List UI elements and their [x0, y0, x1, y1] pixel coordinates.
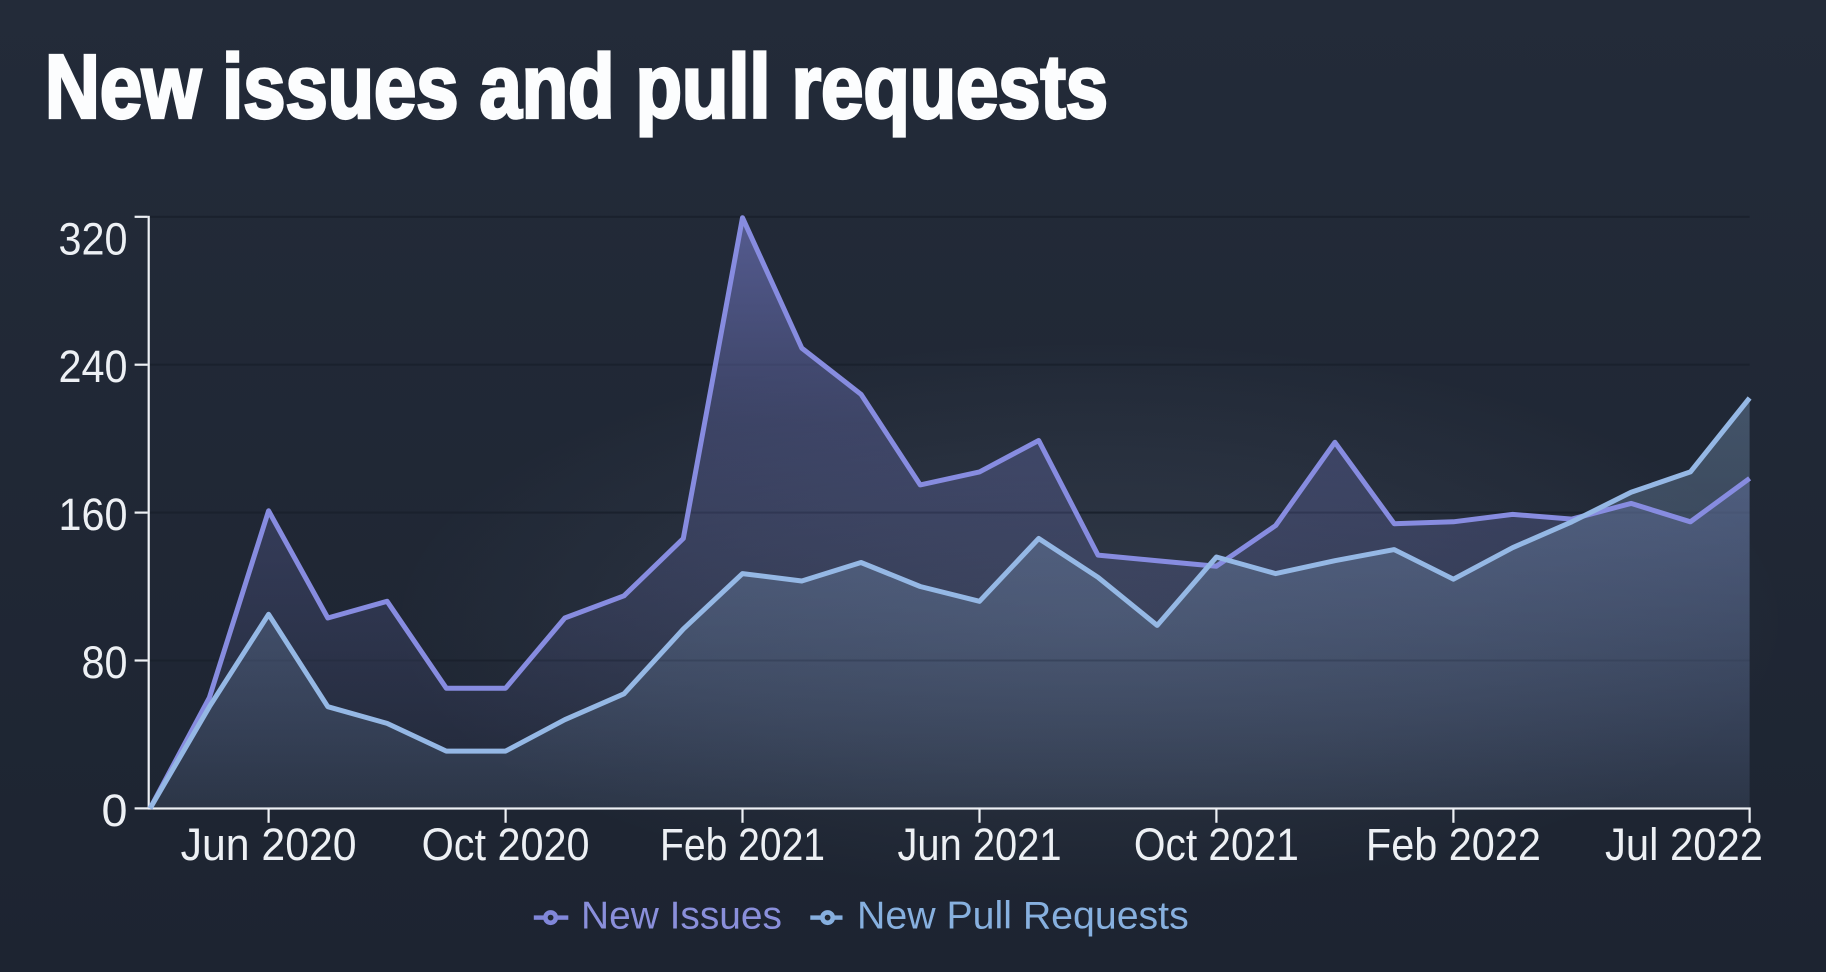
svg-text:New Pull Requests: New Pull Requests [857, 895, 1189, 938]
svg-text:Jul 2022: Jul 2022 [1605, 819, 1763, 870]
svg-text:Oct 2020: Oct 2020 [422, 819, 590, 870]
svg-text:0: 0 [102, 785, 128, 836]
svg-text:Oct 2021: Oct 2021 [1134, 819, 1299, 870]
svg-text:80: 80 [82, 637, 128, 688]
svg-text:New Issues: New Issues [581, 895, 782, 938]
svg-text:160: 160 [59, 489, 128, 540]
svg-text:Jun 2020: Jun 2020 [181, 819, 357, 870]
svg-text:240: 240 [59, 341, 128, 392]
svg-text:Jun 2021: Jun 2021 [898, 819, 1062, 870]
svg-text:320: 320 [59, 214, 128, 265]
svg-text:Feb 2021: Feb 2021 [660, 819, 825, 870]
svg-text:New issues and pull requests: New issues and pull requests [45, 37, 1108, 137]
svg-text:Feb 2022: Feb 2022 [1366, 819, 1541, 870]
